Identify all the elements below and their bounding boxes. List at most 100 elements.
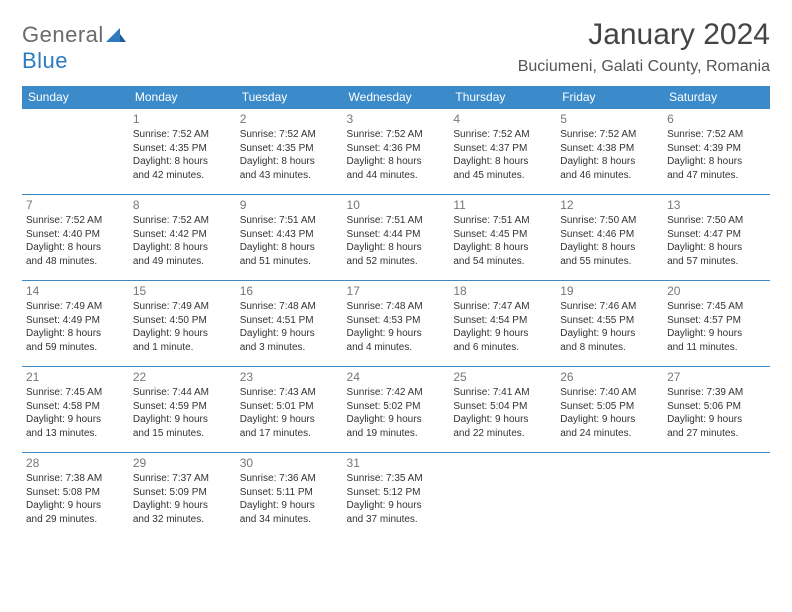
day-number: 1	[133, 111, 232, 127]
daylight-line: and 47 minutes.	[667, 169, 766, 183]
sunrise-line: Sunrise: 7:48 AM	[347, 300, 446, 314]
sunrise-line: Sunrise: 7:49 AM	[26, 300, 125, 314]
daylight-line: Daylight: 9 hours	[667, 413, 766, 427]
day-number: 30	[240, 455, 339, 471]
sunrise-line: Sunrise: 7:41 AM	[453, 386, 552, 400]
sunrise-line: Sunrise: 7:47 AM	[453, 300, 552, 314]
day-number: 29	[133, 455, 232, 471]
calendar-day-cell	[22, 109, 129, 195]
sunset-line: Sunset: 4:44 PM	[347, 228, 446, 242]
daylight-line: Daylight: 8 hours	[347, 155, 446, 169]
day-number: 24	[347, 369, 446, 385]
sunrise-line: Sunrise: 7:49 AM	[133, 300, 232, 314]
daylight-line: Daylight: 8 hours	[26, 327, 125, 341]
header: GeneralBlue January 2024 Buciumeni, Gala…	[22, 18, 770, 76]
calendar-week-row: 28Sunrise: 7:38 AMSunset: 5:08 PMDayligh…	[22, 453, 770, 539]
sunset-line: Sunset: 4:53 PM	[347, 314, 446, 328]
sunset-line: Sunset: 4:55 PM	[560, 314, 659, 328]
daylight-line: and 34 minutes.	[240, 513, 339, 527]
daylight-line: Daylight: 9 hours	[240, 413, 339, 427]
daylight-line: and 4 minutes.	[347, 341, 446, 355]
calendar-day-cell: 24Sunrise: 7:42 AMSunset: 5:02 PMDayligh…	[343, 367, 450, 453]
calendar-day-cell: 3Sunrise: 7:52 AMSunset: 4:36 PMDaylight…	[343, 109, 450, 195]
sunrise-line: Sunrise: 7:42 AM	[347, 386, 446, 400]
sunset-line: Sunset: 5:08 PM	[26, 486, 125, 500]
daylight-line: and 13 minutes.	[26, 427, 125, 441]
calendar-day-cell: 5Sunrise: 7:52 AMSunset: 4:38 PMDaylight…	[556, 109, 663, 195]
weekday-header: Monday	[129, 86, 236, 109]
calendar-day-cell: 31Sunrise: 7:35 AMSunset: 5:12 PMDayligh…	[343, 453, 450, 539]
daylight-line: and 3 minutes.	[240, 341, 339, 355]
daylight-line: Daylight: 8 hours	[667, 155, 766, 169]
daylight-line: Daylight: 8 hours	[560, 241, 659, 255]
calendar-day-cell: 15Sunrise: 7:49 AMSunset: 4:50 PMDayligh…	[129, 281, 236, 367]
calendar-day-cell: 14Sunrise: 7:49 AMSunset: 4:49 PMDayligh…	[22, 281, 129, 367]
daylight-line: and 8 minutes.	[560, 341, 659, 355]
calendar-day-cell: 18Sunrise: 7:47 AMSunset: 4:54 PMDayligh…	[449, 281, 556, 367]
title-block: January 2024 Buciumeni, Galati County, R…	[518, 18, 770, 76]
calendar-day-cell: 28Sunrise: 7:38 AMSunset: 5:08 PMDayligh…	[22, 453, 129, 539]
daylight-line: Daylight: 9 hours	[347, 413, 446, 427]
calendar-day-cell	[663, 453, 770, 539]
calendar-day-cell: 19Sunrise: 7:46 AMSunset: 4:55 PMDayligh…	[556, 281, 663, 367]
sunrise-line: Sunrise: 7:37 AM	[133, 472, 232, 486]
day-number: 19	[560, 283, 659, 299]
calendar-day-cell: 13Sunrise: 7:50 AMSunset: 4:47 PMDayligh…	[663, 195, 770, 281]
day-number: 26	[560, 369, 659, 385]
daylight-line: and 51 minutes.	[240, 255, 339, 269]
daylight-line: and 15 minutes.	[133, 427, 232, 441]
calendar-day-cell: 4Sunrise: 7:52 AMSunset: 4:37 PMDaylight…	[449, 109, 556, 195]
daylight-line: Daylight: 8 hours	[240, 241, 339, 255]
sunset-line: Sunset: 4:49 PM	[26, 314, 125, 328]
calendar-day-cell: 20Sunrise: 7:45 AMSunset: 4:57 PMDayligh…	[663, 281, 770, 367]
day-number: 20	[667, 283, 766, 299]
daylight-line: Daylight: 9 hours	[667, 327, 766, 341]
daylight-line: and 32 minutes.	[133, 513, 232, 527]
sunrise-line: Sunrise: 7:52 AM	[453, 128, 552, 142]
day-number: 22	[133, 369, 232, 385]
day-number: 23	[240, 369, 339, 385]
sunset-line: Sunset: 4:54 PM	[453, 314, 552, 328]
calendar-day-cell: 17Sunrise: 7:48 AMSunset: 4:53 PMDayligh…	[343, 281, 450, 367]
weekday-header: Saturday	[663, 86, 770, 109]
sunset-line: Sunset: 4:42 PM	[133, 228, 232, 242]
sunrise-line: Sunrise: 7:36 AM	[240, 472, 339, 486]
sunset-line: Sunset: 5:02 PM	[347, 400, 446, 414]
daylight-line: Daylight: 9 hours	[26, 413, 125, 427]
day-number: 7	[26, 197, 125, 213]
calendar-day-cell: 16Sunrise: 7:48 AMSunset: 4:51 PMDayligh…	[236, 281, 343, 367]
sunrise-line: Sunrise: 7:45 AM	[26, 386, 125, 400]
daylight-line: and 49 minutes.	[133, 255, 232, 269]
day-number: 25	[453, 369, 552, 385]
sunset-line: Sunset: 4:35 PM	[133, 142, 232, 156]
sunrise-line: Sunrise: 7:52 AM	[240, 128, 339, 142]
daylight-line: and 57 minutes.	[667, 255, 766, 269]
sunrise-line: Sunrise: 7:52 AM	[347, 128, 446, 142]
daylight-line: and 48 minutes.	[26, 255, 125, 269]
calendar-day-cell: 1Sunrise: 7:52 AMSunset: 4:35 PMDaylight…	[129, 109, 236, 195]
day-number: 10	[347, 197, 446, 213]
daylight-line: Daylight: 9 hours	[453, 327, 552, 341]
sunrise-line: Sunrise: 7:44 AM	[133, 386, 232, 400]
daylight-line: Daylight: 9 hours	[240, 327, 339, 341]
calendar-body: 1Sunrise: 7:52 AMSunset: 4:35 PMDaylight…	[22, 109, 770, 539]
calendar-day-cell: 27Sunrise: 7:39 AMSunset: 5:06 PMDayligh…	[663, 367, 770, 453]
sunrise-line: Sunrise: 7:51 AM	[347, 214, 446, 228]
sunset-line: Sunset: 4:37 PM	[453, 142, 552, 156]
brand-logo: GeneralBlue	[22, 18, 126, 74]
daylight-line: Daylight: 9 hours	[560, 413, 659, 427]
sunset-line: Sunset: 4:38 PM	[560, 142, 659, 156]
brand-part1: General	[22, 22, 104, 47]
day-number: 5	[560, 111, 659, 127]
daylight-line: Daylight: 8 hours	[133, 155, 232, 169]
sunset-line: Sunset: 4:45 PM	[453, 228, 552, 242]
daylight-line: Daylight: 9 hours	[26, 499, 125, 513]
daylight-line: Daylight: 8 hours	[347, 241, 446, 255]
sunset-line: Sunset: 5:05 PM	[560, 400, 659, 414]
daylight-line: and 19 minutes.	[347, 427, 446, 441]
sunset-line: Sunset: 4:46 PM	[560, 228, 659, 242]
day-number: 14	[26, 283, 125, 299]
day-number: 4	[453, 111, 552, 127]
sunset-line: Sunset: 4:47 PM	[667, 228, 766, 242]
daylight-line: Daylight: 9 hours	[347, 499, 446, 513]
